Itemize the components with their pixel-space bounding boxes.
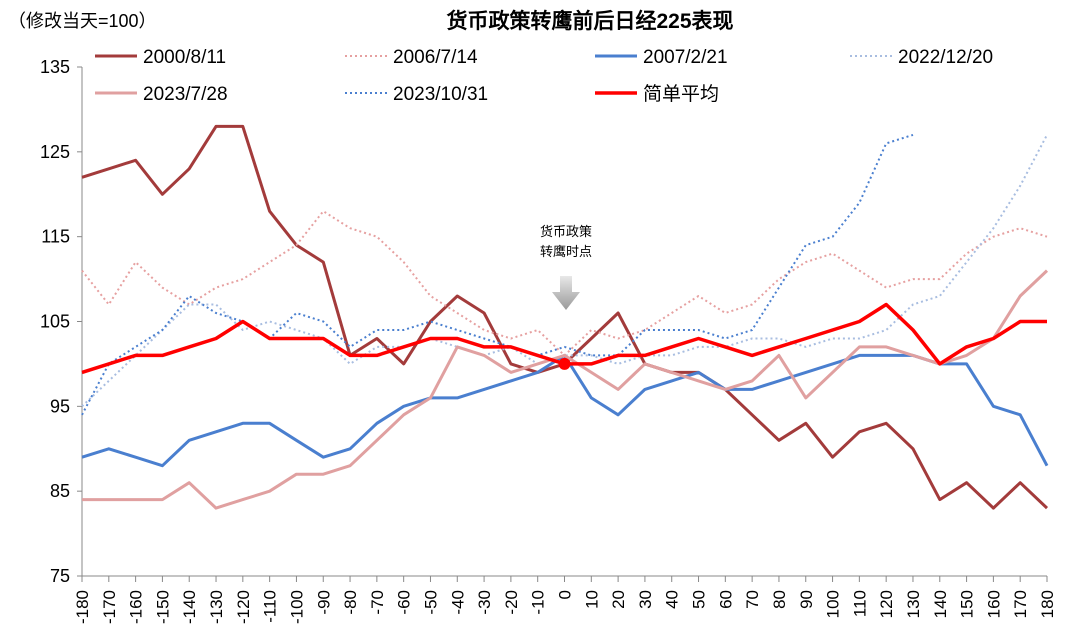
x-tick-label: 40	[663, 590, 682, 609]
x-tick-label: -140	[180, 590, 199, 624]
x-tick-label: -90	[314, 590, 333, 615]
x-tick-label: 130	[904, 590, 923, 618]
x-tick-label: -70	[368, 590, 387, 615]
x-tick-label: -120	[234, 590, 253, 624]
x-tick-label: -50	[421, 590, 440, 615]
legend-label: 2007/2/21	[643, 47, 728, 68]
legend-label: 2000/8/11	[143, 47, 226, 68]
legend-label: 简单平均	[643, 83, 719, 105]
x-tick-label: 110	[850, 590, 869, 617]
x-tick-label: -170	[100, 590, 119, 624]
y-tick-label: 105	[40, 312, 70, 332]
x-tick-label: 150	[958, 590, 977, 618]
x-tick-label: 80	[770, 590, 789, 609]
annotation-line1: 货币政策	[540, 224, 592, 239]
x-tick-label: 50	[690, 590, 709, 609]
y-tick-label: 115	[41, 227, 70, 247]
x-tick-label: -60	[395, 590, 414, 615]
y-tick-label: 85	[50, 481, 70, 501]
x-tick-label: 90	[797, 590, 816, 609]
x-tick-label: 140	[931, 590, 950, 618]
x-tick-label: -30	[475, 590, 494, 615]
x-tick-label: 30	[636, 590, 655, 609]
x-tick-label: 160	[984, 590, 1003, 618]
x-tick-label: 60	[716, 590, 735, 609]
series-line-5	[81, 133, 914, 416]
y-tick-label: 75	[50, 566, 70, 586]
x-tick-label: 0	[556, 590, 575, 599]
series-line-0	[81, 124, 1049, 510]
y-tick-label: 95	[50, 396, 70, 416]
x-tick-label: -130	[207, 590, 226, 624]
chart-title: 货币政策转鹰前后日经225表现	[446, 9, 733, 33]
x-tick-label: 100	[824, 590, 843, 618]
policy-point-marker	[558, 357, 571, 370]
y-axis-label: （修改当天=100）	[8, 11, 157, 31]
x-tick-label: -40	[448, 590, 467, 615]
down-arrow-icon	[552, 276, 580, 310]
x-tick-label: -80	[341, 590, 360, 615]
y-tick-label: 125	[40, 142, 70, 162]
x-tick-label: 20	[609, 590, 628, 609]
y-tick-label: 135	[40, 57, 70, 77]
x-tick-label: 10	[582, 590, 601, 609]
x-tick-label: -20	[502, 590, 521, 615]
x-tick-label: -150	[153, 590, 172, 624]
x-tick-label: -10	[529, 590, 548, 615]
x-tick-label: -110	[261, 590, 280, 623]
x-tick-label: -160	[127, 590, 146, 624]
series-line-2	[81, 353, 1049, 468]
legend-label: 2023/7/28	[143, 84, 228, 105]
legend-label: 2022/12/20	[898, 47, 993, 68]
x-tick-label: 70	[743, 590, 762, 609]
x-tick-label: -180	[73, 590, 92, 624]
series-line-3	[81, 134, 1048, 408]
x-tick-label: 170	[1011, 590, 1030, 618]
legend-label: 2006/7/14	[393, 47, 478, 68]
x-tick-label: 180	[1038, 590, 1057, 618]
annotation-line2: 转鹰时点	[540, 244, 592, 259]
x-tick-label: 120	[877, 590, 896, 618]
legend-label: 2023/10/31	[393, 84, 488, 105]
x-tick-label: -100	[287, 590, 306, 624]
series-line-4	[82, 269, 1049, 510]
